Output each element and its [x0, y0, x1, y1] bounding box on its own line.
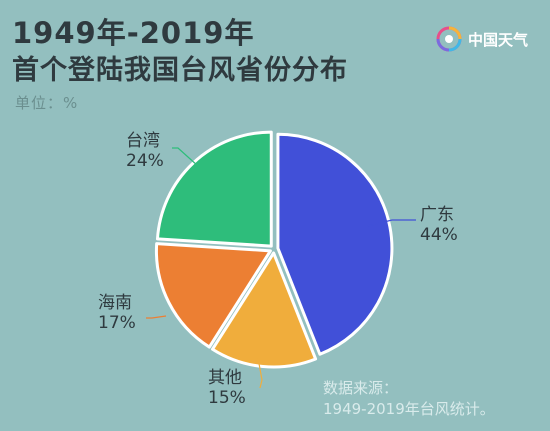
slice-value-0: 44% — [420, 225, 458, 245]
source-line1: 数据来源： — [323, 379, 399, 397]
slice-value-3: 24% — [126, 151, 164, 171]
pie-slice-3 — [155, 130, 273, 248]
slice-label-0: 广东 — [420, 205, 454, 225]
leader-line-0 — [367, 219, 416, 227]
pie-slice-0 — [276, 132, 394, 356]
spiral-logo-icon — [436, 26, 462, 52]
unit-label: 单位：% — [15, 94, 79, 112]
slice-value-2: 17% — [98, 313, 136, 333]
pie-slice-1 — [211, 251, 318, 369]
slice-label-3: 台湾 — [126, 131, 160, 151]
leader-line-2 — [146, 315, 167, 319]
leader-line-1 — [257, 357, 263, 389]
slice-value-1: 15% — [208, 388, 246, 408]
pie-slice-2 — [154, 242, 272, 349]
slice-label-1: 其他 — [208, 368, 242, 388]
chart-title-line1: 1949年-2019年 — [12, 16, 255, 50]
slice-label-2: 海南 — [98, 293, 132, 313]
leader-line-3 — [172, 147, 199, 167]
brand-name: 中国天气 — [467, 30, 528, 49]
data-source: 数据来源： 1949-2019年台风统计。 — [323, 378, 495, 420]
chart-title-line2: 首个登陆我国台风省份分布 — [12, 55, 348, 86]
brand-logo: 中国天气 — [436, 26, 528, 52]
source-line2: 1949-2019年台风统计。 — [323, 400, 495, 418]
